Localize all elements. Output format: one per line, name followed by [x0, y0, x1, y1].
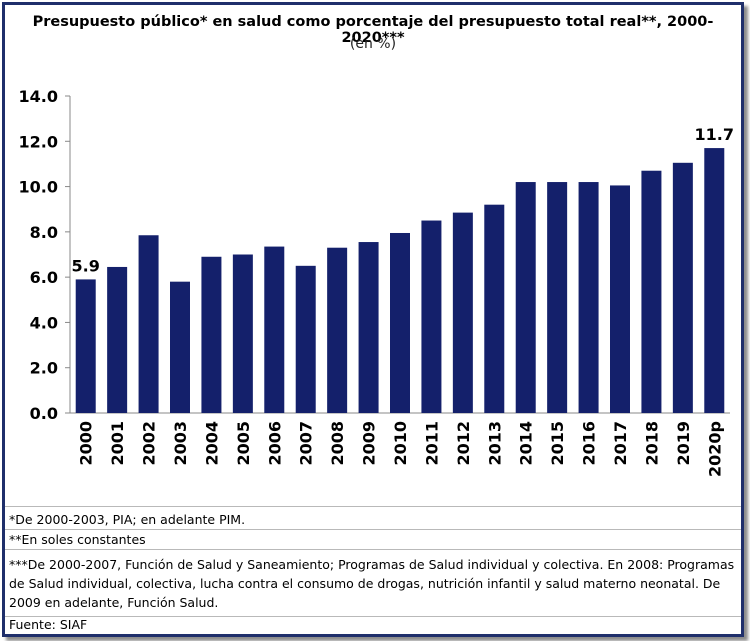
bar-chart: 0.0 2.0 4.0 6.0 8.0 10.0 12.0 14.0 2000 2001 2002 2…	[19, 87, 735, 477]
bar	[704, 148, 725, 414]
data-label: 11.7	[695, 125, 734, 144]
bar	[138, 235, 159, 413]
x-tick-label: 2002	[140, 421, 159, 466]
chart-subtitle: (en %)	[349, 36, 397, 52]
x-tick-label: 2001	[108, 421, 127, 466]
bar	[390, 232, 410, 413]
bar	[641, 170, 662, 413]
source-note: Fuente: SIAF	[9, 617, 88, 632]
bar	[107, 266, 128, 413]
x-tick-label: 2017	[611, 421, 630, 466]
x-tick-label: 2016	[580, 421, 599, 466]
x-tick-label: 2003	[171, 421, 190, 466]
y-tick-label: 8.0	[30, 223, 58, 242]
bar	[327, 247, 348, 413]
x-tick-label: 2019	[674, 421, 693, 466]
bar	[672, 162, 693, 413]
chart-title: Presupuesto público* en salud como porce…	[32, 14, 714, 46]
bar	[232, 254, 253, 413]
x-tick-label: 2020p	[705, 421, 724, 477]
bar	[547, 182, 568, 413]
x-tick-label: 2014	[517, 421, 536, 466]
bar	[578, 182, 599, 413]
footnote-1: *De 2000-2003, PIA; en adelante PIM.	[9, 512, 246, 527]
bar	[358, 242, 379, 413]
x-tick-label: 2010	[391, 421, 410, 466]
x-tick-label: 2006	[265, 421, 284, 466]
x-tick-label: 2007	[297, 421, 316, 466]
x-tick-label: 2005	[234, 421, 253, 466]
y-tick-label: 0.0	[30, 404, 58, 423]
x-tick-label: 2009	[360, 421, 379, 466]
bar	[484, 204, 505, 413]
footnote-3: ***De 2000-2007, Función de Salud y Sane…	[9, 557, 735, 610]
divider-2	[5, 549, 741, 550]
divider-top	[5, 506, 741, 507]
x-tick-label: 2011	[422, 421, 441, 466]
bar	[170, 281, 190, 413]
bar	[610, 185, 630, 413]
y-tick-label: 14.0	[19, 87, 58, 106]
bar	[201, 256, 222, 413]
x-tick-label: 2000	[77, 421, 96, 466]
y-tick-label: 4.0	[30, 313, 58, 332]
x-tick-label: 2015	[548, 421, 567, 466]
y-tick-label: 10.0	[19, 178, 58, 197]
bar	[515, 182, 536, 413]
y-tick-label: 12.0	[19, 132, 58, 151]
bar	[295, 265, 316, 413]
y-tick-label: 6.0	[30, 268, 58, 287]
y-tick-label: 2.0	[30, 359, 58, 378]
data-label: 5.9	[72, 256, 100, 275]
divider-3	[5, 616, 741, 617]
bar	[421, 220, 442, 413]
bar	[452, 212, 473, 413]
x-tick-label: 2008	[328, 421, 347, 466]
x-tick-label: 2004	[202, 421, 221, 466]
footnote-2: **En soles constantes	[9, 532, 146, 547]
bar	[264, 246, 285, 413]
x-tick-label: 2012	[454, 421, 473, 466]
x-tick-label: 2013	[485, 421, 504, 466]
divider-1	[5, 529, 741, 530]
bar	[75, 279, 96, 413]
x-tick-label: 2018	[642, 421, 661, 466]
